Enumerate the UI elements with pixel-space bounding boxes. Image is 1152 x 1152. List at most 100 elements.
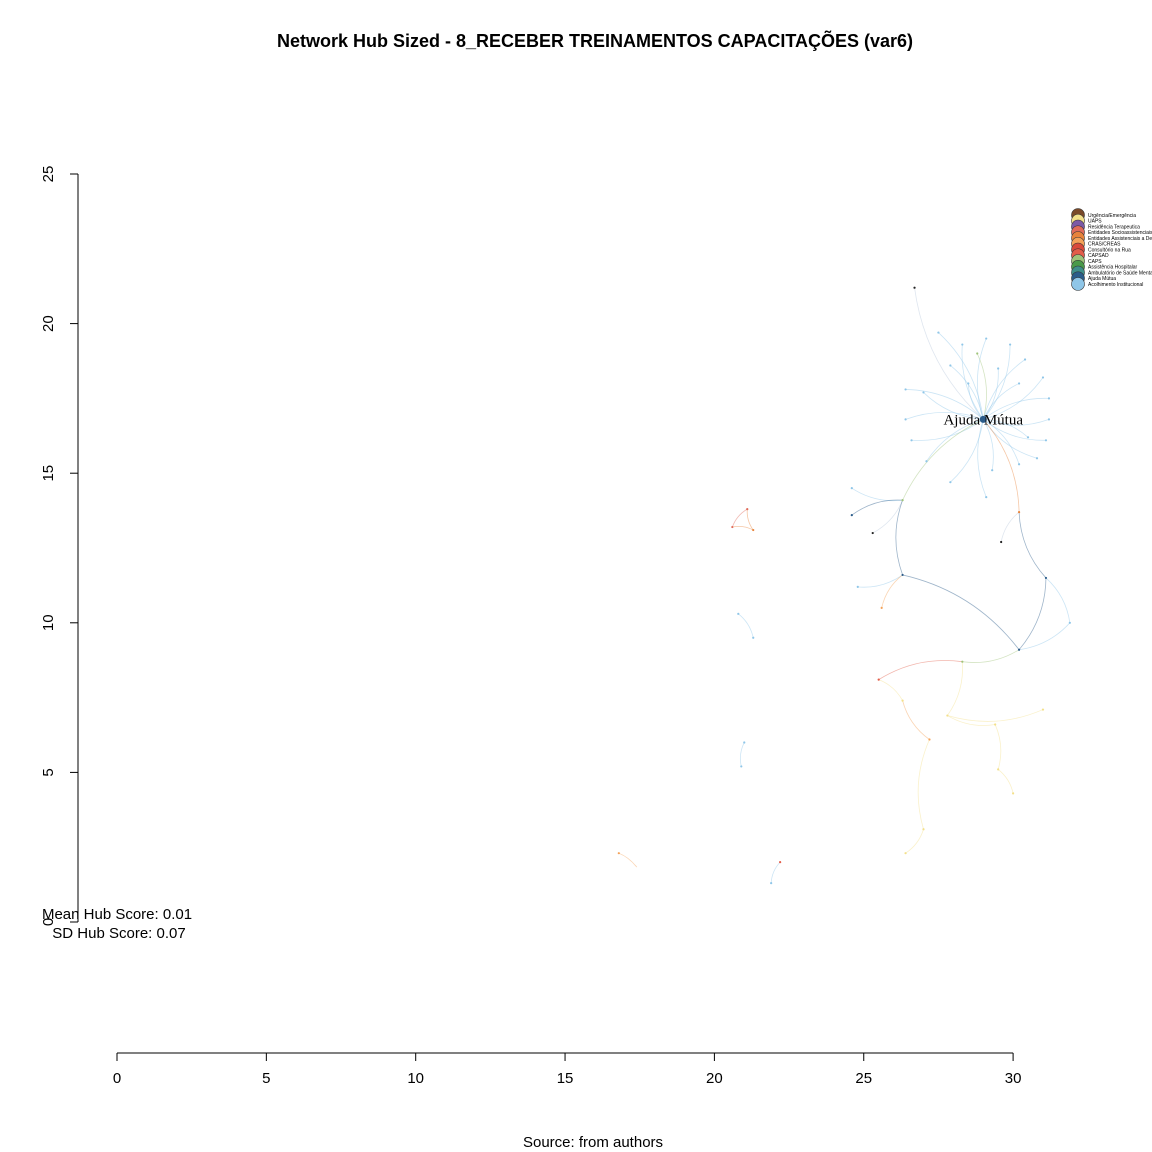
network-edge bbox=[911, 419, 984, 441]
network-node bbox=[922, 391, 925, 394]
y-axis: 0 5 10 15 20 25 bbox=[40, 166, 79, 926]
legend-label: Assistência Hospitalar bbox=[1088, 265, 1138, 271]
x-tick-label: 25 bbox=[855, 1070, 872, 1087]
network-edge bbox=[739, 742, 745, 767]
network-edge bbox=[851, 487, 903, 502]
network-edge bbox=[1019, 622, 1071, 651]
legend-label: CAPS bbox=[1088, 259, 1102, 265]
network-node bbox=[901, 699, 904, 702]
legend-label: Acolhimento Institucional bbox=[1088, 282, 1143, 288]
network-node bbox=[752, 636, 755, 639]
network-edge bbox=[994, 724, 1002, 770]
network-edge bbox=[983, 377, 1044, 420]
x-tick-label: 10 bbox=[407, 1070, 424, 1087]
network-edge bbox=[997, 769, 1014, 794]
network-node bbox=[949, 364, 952, 367]
network-node bbox=[985, 496, 988, 499]
network-edge bbox=[976, 353, 987, 420]
network-edge bbox=[895, 499, 903, 576]
network-node bbox=[731, 525, 734, 529]
network-edge bbox=[947, 715, 996, 726]
x-tick-label: 5 bbox=[262, 1070, 270, 1087]
network-edge bbox=[857, 574, 903, 588]
network-edge bbox=[770, 861, 781, 884]
network-node bbox=[910, 439, 913, 442]
network-node bbox=[1044, 439, 1048, 442]
network-edge bbox=[923, 392, 984, 420]
network-node bbox=[928, 738, 931, 741]
network-node bbox=[871, 531, 874, 535]
network-edge bbox=[982, 419, 1046, 441]
network-node bbox=[779, 861, 782, 864]
network-node bbox=[946, 714, 949, 717]
legend-label: Urgência/Emergência bbox=[1088, 213, 1136, 219]
network-node bbox=[1047, 418, 1051, 421]
network-node bbox=[1009, 343, 1012, 346]
x-tick-label: 0 bbox=[113, 1070, 121, 1087]
network-edge bbox=[983, 418, 1029, 438]
network-node bbox=[1017, 648, 1021, 651]
y-tick-label: 5 bbox=[40, 768, 57, 776]
source-caption: Source: from authors bbox=[523, 1134, 663, 1151]
network-node bbox=[961, 343, 964, 346]
sd-hub-score: SD Hub Score: 0.07 bbox=[52, 925, 185, 942]
network-edge bbox=[902, 418, 984, 501]
network-edge bbox=[983, 418, 1050, 426]
network-node bbox=[994, 723, 997, 726]
network-nodes bbox=[617, 286, 1071, 885]
network-edge bbox=[977, 338, 987, 420]
network-edge bbox=[917, 739, 930, 830]
network-node bbox=[740, 765, 743, 768]
network-edges bbox=[618, 287, 1071, 884]
network-node bbox=[1044, 576, 1048, 580]
network-node bbox=[967, 382, 970, 385]
network-edge bbox=[947, 661, 963, 716]
network-node bbox=[901, 499, 904, 502]
network-node bbox=[949, 481, 952, 484]
hub-node[interactable] bbox=[979, 415, 987, 423]
network-node bbox=[1047, 397, 1051, 400]
network-node bbox=[1026, 436, 1030, 439]
network-edge bbox=[982, 419, 1020, 513]
network-edge bbox=[738, 613, 754, 638]
network-node bbox=[1012, 792, 1015, 795]
network-edge bbox=[947, 709, 1044, 722]
network-edge bbox=[872, 499, 903, 534]
legend-label: CRAS/CREAS bbox=[1088, 242, 1121, 248]
network-node bbox=[997, 768, 1000, 771]
network-node bbox=[922, 828, 925, 831]
y-tick-label: 25 bbox=[40, 166, 57, 183]
legend-label: CAPSAD bbox=[1088, 253, 1109, 259]
network-edge bbox=[1018, 512, 1047, 579]
network-edge bbox=[851, 499, 903, 516]
network-edge bbox=[977, 419, 987, 498]
x-tick-label: 15 bbox=[557, 1070, 574, 1087]
legend-label: Ajuda Mútua bbox=[1088, 276, 1116, 282]
network-node bbox=[997, 367, 1000, 370]
network-edge bbox=[962, 649, 1020, 663]
y-tick-label: 0 bbox=[40, 918, 57, 926]
network-node bbox=[1023, 358, 1027, 361]
network-node bbox=[1017, 382, 1021, 385]
network-edge bbox=[618, 852, 638, 868]
network-edge bbox=[746, 509, 754, 531]
network-edge bbox=[902, 700, 930, 740]
network-node bbox=[877, 678, 880, 681]
y-tick-label: 20 bbox=[40, 315, 57, 332]
network-edge bbox=[982, 419, 1038, 459]
y-tick-label: 15 bbox=[40, 465, 57, 482]
network-node bbox=[737, 612, 740, 615]
network-edge bbox=[982, 368, 999, 420]
legend-label: Consultório na Rua bbox=[1088, 247, 1131, 253]
network-node bbox=[752, 528, 755, 532]
network-node bbox=[850, 513, 853, 517]
network-node bbox=[925, 460, 928, 463]
network-node bbox=[770, 882, 773, 885]
network-node bbox=[1017, 463, 1021, 466]
network-edge bbox=[950, 365, 984, 420]
hub-label: Ajuda Mútua bbox=[943, 412, 1023, 428]
network-node bbox=[1017, 510, 1021, 514]
network-edge bbox=[878, 679, 903, 701]
network-edge bbox=[982, 344, 1011, 420]
